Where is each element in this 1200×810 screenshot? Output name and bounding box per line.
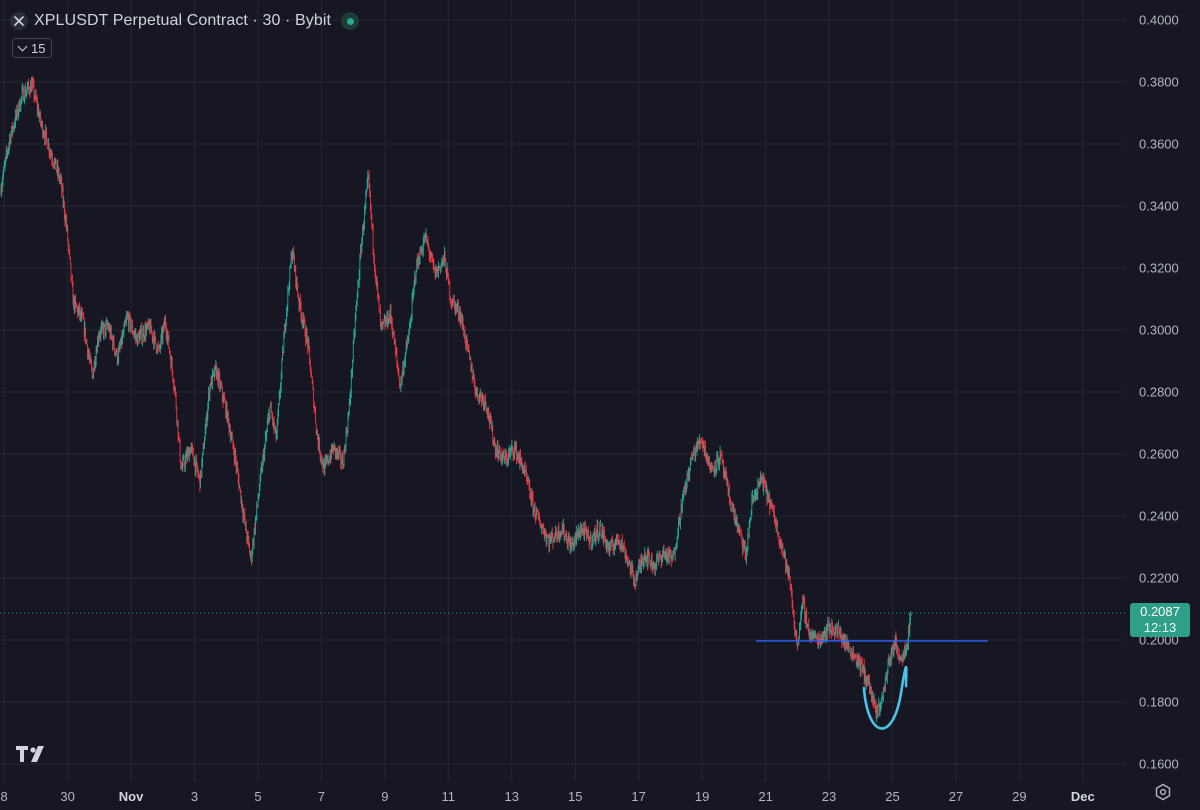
time-tick-label: 3 <box>191 789 198 804</box>
chart-grid <box>0 0 1126 782</box>
time-tick-label: 25 <box>885 789 899 804</box>
indicator-count: 15 <box>31 40 46 56</box>
time-tick-label: 7 <box>318 789 325 804</box>
time-tick-label: Nov <box>119 789 144 804</box>
price-tick-label: 0.3400 <box>1139 199 1179 214</box>
settings-gear-icon[interactable] <box>1154 783 1172 806</box>
last-price-tag: 0.2087 12:13 <box>1130 603 1190 637</box>
time-tick-label: 23 <box>822 789 836 804</box>
tradingview-logo-icon[interactable] <box>16 744 50 769</box>
time-tick-label: 13 <box>505 789 519 804</box>
bar-countdown: 12:13 <box>1143 620 1177 635</box>
chevron-down-icon <box>17 41 28 52</box>
symbol-title[interactable]: XPLUSDT Perpetual Contract · 30 · Bybit <box>34 12 332 29</box>
price-tick-label: 0.2400 <box>1139 509 1179 524</box>
price-tick-label: 0.3600 <box>1139 137 1179 152</box>
price-tick-label: 0.4000 <box>1139 13 1179 28</box>
price-tick-label: 0.3200 <box>1139 261 1179 276</box>
chart-legend-header: XPLUSDT Perpetual Contract · 30 · Bybit <box>10 9 360 33</box>
price-tick-label: 0.3000 <box>1139 323 1179 338</box>
time-tick-label: 11 <box>442 789 456 804</box>
market-status-icon[interactable] <box>341 12 360 30</box>
time-tick-label: Dec <box>1071 789 1095 804</box>
time-tick-label: 29 <box>1012 789 1026 804</box>
time-tick-label: 21 <box>758 789 772 804</box>
time-tick-label: 19 <box>695 789 709 804</box>
time-tick-label: 27 <box>949 789 963 804</box>
time-tick-label: 17 <box>631 789 645 804</box>
price-axis[interactable]: 0.4000 0.3800 0.3600 0.3400 0.3200 0.3000 0.28… <box>1139 13 1179 772</box>
time-tick-label: 30 <box>60 789 74 804</box>
price-tick-label: 0.2600 <box>1139 447 1179 462</box>
time-tick-label: 5 <box>254 789 261 804</box>
time-tick-label: 8 <box>1 789 8 804</box>
price-tick-label: 0.2800 <box>1139 385 1179 400</box>
price-tick-label: 0.2200 <box>1139 571 1179 586</box>
time-axis[interactable]: 8 30 Nov 3 5 7 9 11 13 15 17 19 21 23 25 27 29 Dec <box>1 789 1095 804</box>
candles <box>0 76 912 723</box>
time-tick-label: 9 <box>381 789 388 804</box>
time-tick-label: 15 <box>568 789 582 804</box>
last-price-value: 0.2087 <box>1140 604 1180 619</box>
price-tick-label: 0.3800 <box>1139 75 1179 90</box>
symbol-logo-icon <box>10 12 28 30</box>
price-tick-label: 0.1800 <box>1139 695 1179 710</box>
rounded-bottom-drawing[interactable] <box>862 665 908 730</box>
price-tick-label: 0.1600 <box>1139 757 1179 772</box>
indicators-toggle-button[interactable]: 15 <box>12 38 53 58</box>
